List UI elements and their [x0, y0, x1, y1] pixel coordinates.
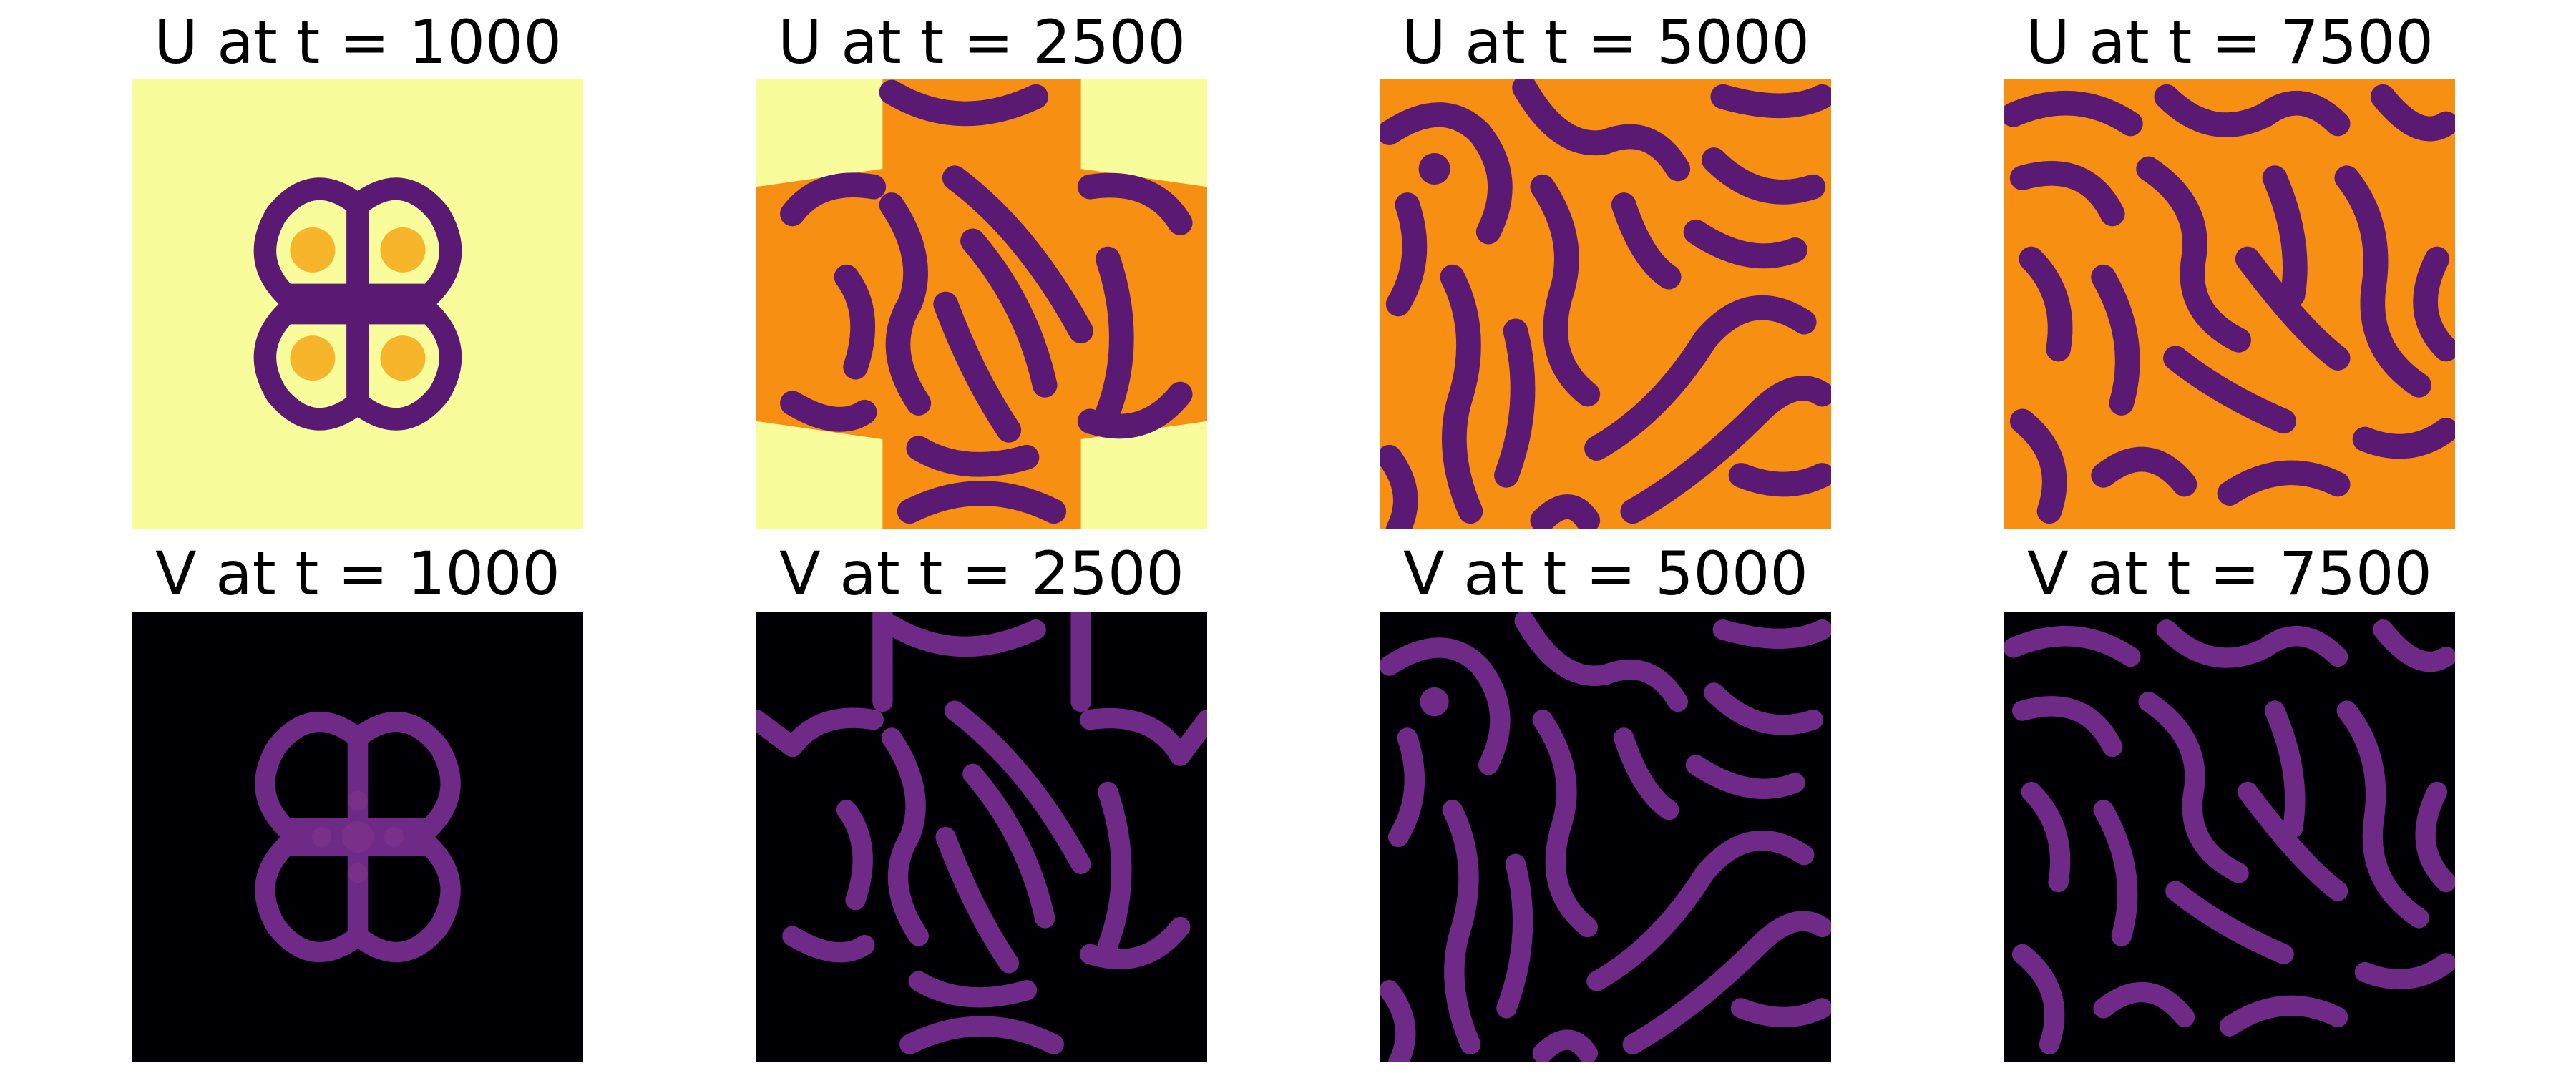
pattern-fill [290, 227, 426, 381]
panel-u-1000: U at t = 1000 [132, 0, 583, 533]
panel-v-7500: V at t = 7500 [2004, 533, 2455, 1066]
panel-u-5000: U at t = 5000 [1380, 0, 1831, 533]
field-image [132, 79, 583, 529]
panel-v-2500: V at t = 2500 [756, 533, 1207, 1066]
panel-v-5000: V at t = 5000 [1380, 533, 1831, 1066]
field-image [1380, 612, 1831, 1062]
pattern-stripes [2004, 84, 2455, 524]
pattern-stripes [780, 79, 1193, 524]
panel-title: U at t = 2500 [778, 7, 1186, 77]
pattern-stripes [756, 612, 1207, 1054]
pattern-stripes [1380, 79, 1831, 529]
panel-u-7500: U at t = 7500 [2004, 0, 2455, 533]
pattern-stripes [1380, 612, 1831, 1062]
field-image [756, 612, 1207, 1062]
panel-v-1000: V at t = 1000 [132, 533, 583, 1066]
panel-title: V at t = 7500 [2027, 539, 2432, 609]
field-image [132, 612, 583, 1062]
panel-title: V at t = 1000 [155, 539, 560, 609]
field-image [2004, 612, 2455, 1062]
panel-title: V at t = 2500 [779, 539, 1184, 609]
field-image [756, 79, 1207, 529]
panel-u-2500: U at t = 2500 [756, 0, 1207, 533]
field-image [2004, 79, 2455, 529]
field-image [1380, 79, 1831, 529]
pattern-stripes [253, 177, 462, 431]
pattern-spots [311, 790, 404, 883]
pattern-stripes [2004, 619, 2455, 1054]
panel-title: U at t = 5000 [1402, 7, 1810, 77]
panel-title: U at t = 7500 [2026, 7, 2434, 77]
panel-title: V at t = 5000 [1403, 539, 1808, 609]
pattern-stripes [255, 711, 461, 963]
pattern-spots [311, 258, 404, 351]
panel-title: U at t = 1000 [154, 7, 562, 77]
